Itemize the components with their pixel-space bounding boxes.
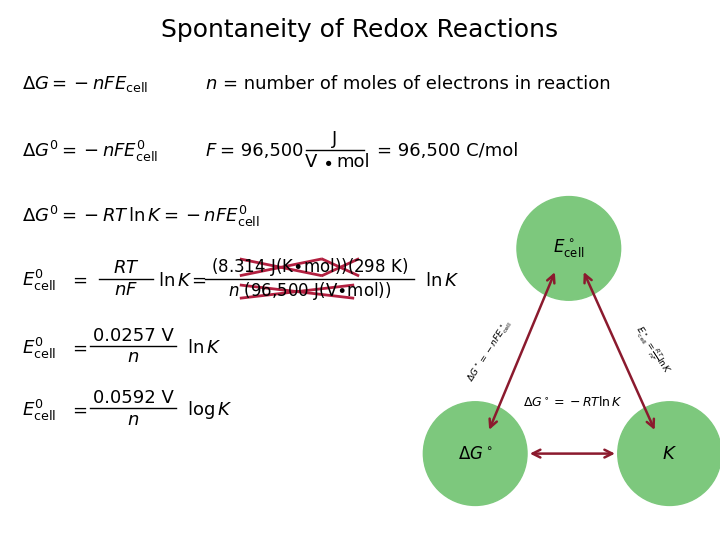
Text: $\mathrm{ln}\,K$: $\mathrm{ln}\,K$: [187, 339, 222, 357]
Text: $E^\circ_\mathrm{cell}$: $E^\circ_\mathrm{cell}$: [553, 238, 585, 259]
Text: $\mathrm{log}\,K$: $\mathrm{log}\,K$: [187, 400, 233, 421]
Text: =: =: [72, 339, 87, 357]
Text: $F$: $F$: [205, 142, 217, 160]
Text: J: J: [332, 130, 338, 148]
Text: 0.0257 V: 0.0257 V: [93, 327, 174, 345]
Text: $E^0_\mathrm{cell}$: $E^0_\mathrm{cell}$: [22, 336, 55, 361]
Ellipse shape: [618, 402, 720, 505]
Text: $\mathrm{ln}\,K$: $\mathrm{ln}\,K$: [425, 272, 459, 290]
Text: $E^0_\mathrm{cell}$: $E^0_\mathrm{cell}$: [22, 268, 55, 293]
Text: $\bullet$: $\bullet$: [322, 153, 332, 171]
Text: $K$: $K$: [662, 444, 677, 463]
Text: 0.0592 V: 0.0592 V: [93, 389, 174, 407]
Text: $\Delta G^\circ = -nFE^\circ_\mathrm{cell}$: $\Delta G^\circ = -nFE^\circ_\mathrm{cel…: [464, 318, 515, 384]
Text: $n$: $n$: [127, 410, 139, 429]
Text: =: =: [191, 272, 206, 290]
Text: $\Delta G^\circ = -RT\ln K$: $\Delta G^\circ = -RT\ln K$: [523, 395, 622, 409]
Text: $n$: $n$: [127, 348, 139, 367]
Text: mol: mol: [336, 153, 370, 171]
Text: $\Delta G^\circ$: $\Delta G^\circ$: [458, 444, 492, 463]
Ellipse shape: [423, 402, 527, 505]
Text: = 96,500 C/mol: = 96,500 C/mol: [377, 142, 518, 160]
Text: $\Delta G = -nFE_\mathrm{cell}$: $\Delta G = -nFE_\mathrm{cell}$: [22, 73, 148, 94]
Text: = 96,500: = 96,500: [220, 142, 303, 160]
Text: $E^\circ_\mathrm{cell} = \frac{RT}{nF}\ln K$: $E^\circ_\mathrm{cell} = \frac{RT}{nF}\l…: [629, 323, 674, 379]
Text: =: =: [72, 272, 87, 290]
Text: $\Delta G^0 = -nFE^0_\mathrm{cell}$: $\Delta G^0 = -nFE^0_\mathrm{cell}$: [22, 139, 158, 164]
Text: V: V: [305, 153, 317, 171]
Text: $nF$: $nF$: [114, 281, 138, 299]
Text: $n$: $n$: [205, 75, 217, 93]
Text: Spontaneity of Redox Reactions: Spontaneity of Redox Reactions: [161, 18, 559, 42]
Text: $n$ (96,500 J(V$\bullet$mol)): $n$ (96,500 J(V$\bullet$mol)): [228, 280, 392, 302]
Text: $\Delta G^0 = -RT\,\mathrm{ln}\,K = -nFE^0_\mathrm{cell}$: $\Delta G^0 = -RT\,\mathrm{ln}\,K = -nFE…: [22, 204, 259, 228]
Text: =: =: [72, 401, 87, 420]
Text: = number of moles of electrons in reaction: = number of moles of electrons in reacti…: [223, 75, 611, 93]
Text: $\mathrm{ln}\,K$: $\mathrm{ln}\,K$: [158, 272, 193, 290]
Text: $RT$: $RT$: [112, 259, 140, 278]
Text: $E^0_\mathrm{cell}$: $E^0_\mathrm{cell}$: [22, 398, 55, 423]
Text: (8.314 J(K$\bullet$mol))(298 K): (8.314 J(K$\bullet$mol))(298 K): [211, 256, 408, 278]
Ellipse shape: [517, 197, 621, 300]
